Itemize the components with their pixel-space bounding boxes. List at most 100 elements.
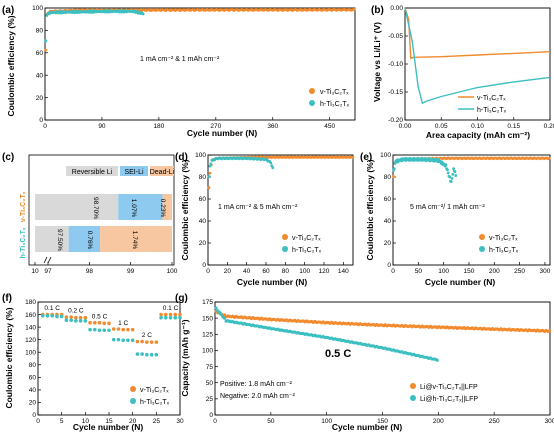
x-tick-label: 100 bbox=[167, 268, 178, 275]
x-tick-label: 99 bbox=[127, 268, 135, 275]
data-point-v bbox=[78, 315, 83, 320]
data-point-h bbox=[159, 315, 163, 320]
y-tick-label: 25 bbox=[206, 396, 214, 403]
y-tick-label: 60 bbox=[384, 196, 392, 203]
data-point-h bbox=[64, 318, 69, 323]
series-line-h bbox=[404, 7, 551, 105]
x-tick-label: 90 bbox=[98, 123, 106, 130]
legend-label-dead: Dead-Li bbox=[150, 169, 175, 176]
category-v: v-Ti₃C₂Tₓ bbox=[20, 191, 27, 222]
data-point-h bbox=[208, 164, 212, 168]
data-point-h bbox=[116, 337, 121, 342]
panel-d-label: (d) bbox=[175, 152, 188, 163]
y-tick-label: 80 bbox=[384, 174, 392, 181]
x-tick-label: 10 bbox=[82, 418, 90, 425]
legend-label-v: v-Ti₃C₂Tₓ bbox=[292, 235, 321, 242]
data-point-v bbox=[64, 315, 69, 319]
panel-f-label: (f) bbox=[2, 293, 12, 304]
label-h-dead: 1.74% bbox=[131, 231, 138, 250]
data-point-v bbox=[97, 320, 102, 325]
x-tick-label: 150 bbox=[377, 418, 388, 425]
x-tick-label: 0.00 bbox=[399, 123, 412, 130]
data-point-v bbox=[88, 320, 92, 325]
x-tick-label: 0 bbox=[43, 123, 47, 130]
data-point-v bbox=[111, 327, 116, 331]
data-point-h bbox=[448, 175, 452, 179]
legend-box-reversible bbox=[66, 166, 118, 176]
y-tick-label: 40 bbox=[29, 387, 37, 394]
data-point-h bbox=[69, 318, 73, 323]
data-point-h bbox=[74, 319, 78, 323]
data-point-h bbox=[217, 310, 222, 314]
legend-label-v: v-Ti₃C₂Tₓ bbox=[477, 95, 506, 102]
legend-label-v: v-Ti₃C₂Tₓ bbox=[489, 235, 518, 242]
legend-label-v: Li@v-Ti₃C₂Tₓ||LFP bbox=[420, 384, 478, 391]
data-point-h bbox=[78, 319, 83, 323]
y-tick-label: -0.05 bbox=[388, 33, 403, 40]
bar-segment-sei bbox=[118, 194, 163, 220]
panel-b-legend: v-Ti₃C₂Tₓ h-Ti₃C₂Tₓ bbox=[458, 95, 507, 114]
x-tick-label: 98 bbox=[86, 268, 94, 275]
y-tick-label: 50 bbox=[206, 380, 214, 387]
data-point-v bbox=[351, 155, 355, 159]
panel-g-ylabel: Capacity (mAh g⁻¹) bbox=[180, 319, 190, 396]
rate-label: 0.2 C bbox=[68, 308, 84, 315]
y-tick-label: 60 bbox=[29, 375, 37, 382]
data-point-h bbox=[454, 174, 458, 177]
panel-a: (a) Coulombic efficiency (%) Cycle numbe… bbox=[2, 5, 350, 138]
data-point-v bbox=[164, 312, 168, 317]
panel-g: (g) Capacity (mAh g⁻¹) Cycle number (N) … bbox=[175, 293, 478, 432]
x-tick-label: 25 bbox=[153, 418, 161, 425]
data-point-h bbox=[164, 315, 168, 320]
legend-marker-v bbox=[479, 234, 485, 240]
data-point-h bbox=[149, 352, 154, 357]
y-tick-label: 40 bbox=[36, 72, 44, 79]
x-tick-label: 360 bbox=[267, 123, 278, 130]
panel-b-frame bbox=[404, 7, 551, 121]
panel-f-xlabel: Cycle number (N) bbox=[73, 422, 144, 432]
panel-a-legend: v-Ti₃C₂Tₓ h-Ti₃C₂Tₓ bbox=[309, 88, 350, 108]
y-tick-label: 100 bbox=[195, 152, 206, 159]
panel-d-ylabel: Coulombic efficiency (%) bbox=[180, 159, 190, 260]
panel-b-xlabel: Area capacity (mAh cm⁻²) bbox=[426, 130, 530, 140]
panel-d: (d) Coulombic efficiency (%) Cycle numbe… bbox=[175, 152, 322, 287]
x-tick-label: 20 bbox=[224, 268, 232, 275]
data-point-v bbox=[392, 175, 395, 178]
data-point-v bbox=[178, 312, 182, 317]
x-tick-label: 300 bbox=[540, 268, 551, 275]
y-tick-label: 100 bbox=[380, 152, 391, 159]
bar-segment-reversible bbox=[35, 194, 119, 220]
data-point-h bbox=[45, 314, 50, 318]
data-point-h bbox=[121, 338, 125, 343]
data-point-h bbox=[40, 314, 45, 318]
data-point-v bbox=[168, 312, 173, 317]
data-point-h bbox=[154, 352, 159, 357]
x-tick-label: 97 bbox=[44, 268, 52, 275]
panel-g-xlabel: Cycle number (N) bbox=[332, 422, 403, 432]
y-tick-label: 60 bbox=[36, 50, 44, 57]
panel-c-label: (c) bbox=[2, 152, 14, 163]
y-tick-label: 80 bbox=[36, 28, 44, 35]
y-tick-label: 0 bbox=[39, 117, 43, 124]
panel-g-rate: 0.5 C bbox=[325, 348, 351, 360]
data-point-v bbox=[69, 315, 73, 319]
x-tick-label: 250 bbox=[514, 268, 525, 275]
panel-d-axes: 0 20 40 60 80 100 120 140 0 20 40 60 80 100 bbox=[195, 152, 355, 275]
legend-label-h: h-Ti₃C₂Tₓ bbox=[477, 107, 507, 114]
y-tick-label: 20 bbox=[199, 240, 207, 247]
x-tick-label: 200 bbox=[433, 418, 444, 425]
data-point-h bbox=[269, 161, 273, 165]
data-point-v bbox=[173, 312, 178, 317]
panel-e-axes: 0 50 100 150 200 250 300 0 20 40 60 80 100 bbox=[380, 152, 551, 275]
bar-segment-sei bbox=[68, 226, 101, 252]
rate-label: 0.1 C bbox=[163, 305, 179, 312]
y-tick-label: 40 bbox=[384, 218, 392, 225]
y-tick-label: -0.20 bbox=[388, 117, 403, 124]
rate-label: 2 C bbox=[142, 332, 152, 339]
panel-f-legend: v-Ti₃C₂Tₓ h-Ti₃C₂Tₓ bbox=[130, 386, 170, 406]
panel-b-label: (b) bbox=[371, 5, 384, 16]
panel-e-annotation: 5 mA cm⁻²/ 1 mAh cm⁻² bbox=[410, 204, 485, 211]
data-point-h bbox=[44, 39, 48, 43]
panel-a-xlabel: Cycle number (N) bbox=[187, 128, 258, 138]
data-point-h bbox=[444, 163, 448, 167]
